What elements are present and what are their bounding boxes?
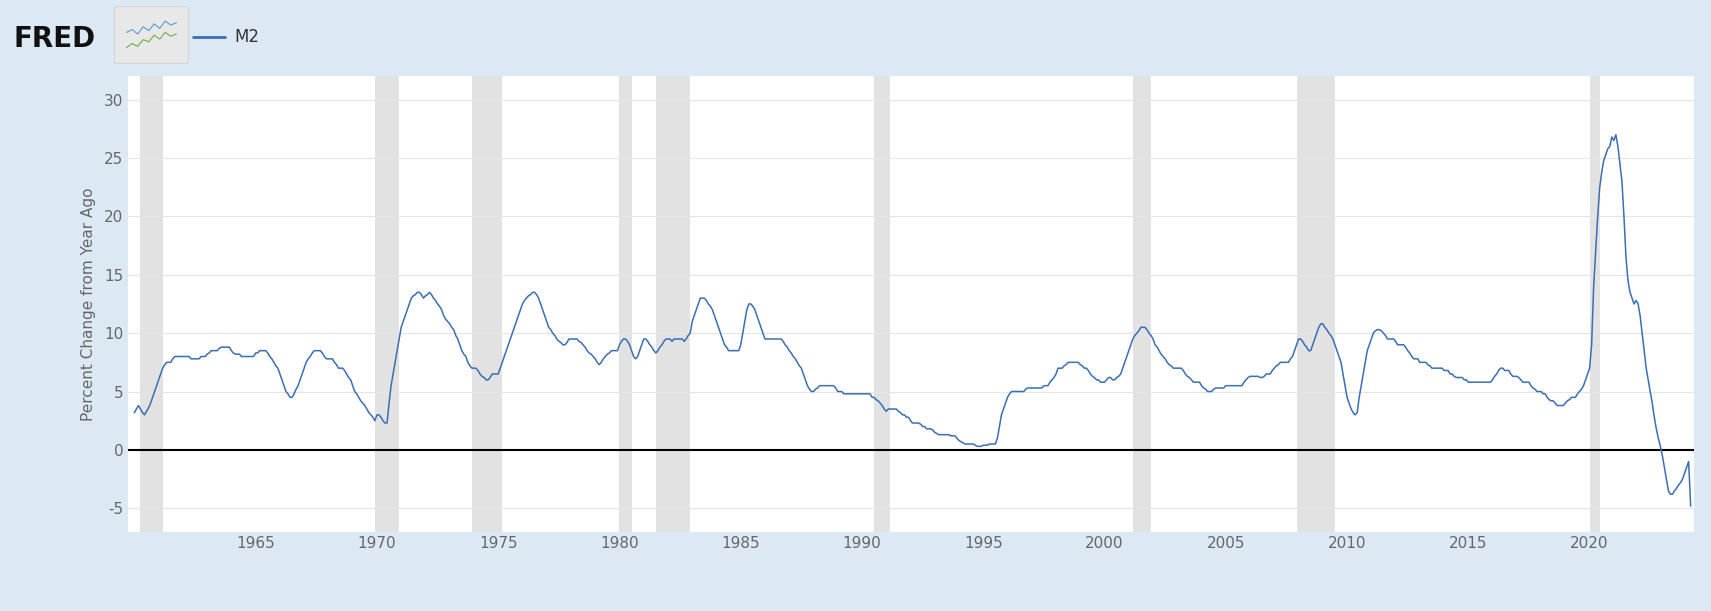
FancyBboxPatch shape [115,7,188,64]
Text: FRED: FRED [14,24,96,53]
Text: M2: M2 [234,27,260,46]
Bar [874,76,890,532]
Bar [472,76,503,532]
Bar [375,76,399,532]
Bar [140,76,163,532]
Bar [655,76,690,532]
Bar [1133,76,1152,532]
Bar [1590,76,1600,532]
Y-axis label: Percent Change from Year Ago: Percent Change from Year Ago [80,187,96,421]
Bar [1297,76,1335,532]
Bar [619,76,631,532]
